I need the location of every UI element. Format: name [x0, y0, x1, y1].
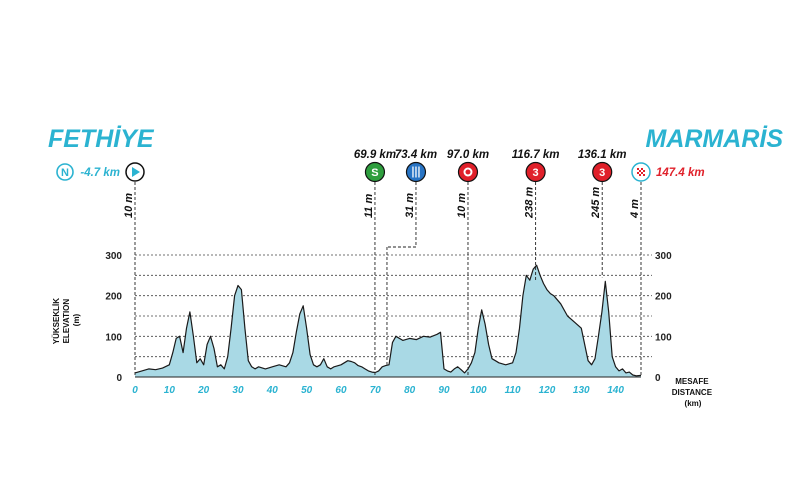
marker-km-label: 116.7 km — [512, 149, 560, 161]
marker-elevation-label: 10 m — [456, 193, 468, 218]
climb-badge — [525, 161, 546, 183]
sprint-badge — [364, 161, 386, 183]
x-tick-label: 90 — [438, 385, 450, 396]
y-axis-title: YÜKSEKLİK ELEVATION (m) — [52, 296, 81, 344]
y-axis-title-line-1: YÜKSEKLİK — [52, 298, 61, 344]
climb-badge — [592, 161, 613, 183]
marker-km-label: 73.4 km — [395, 149, 437, 161]
checkered-flag-icon — [637, 168, 645, 176]
y-tick-label-right: 300 — [655, 251, 672, 262]
x-tick-label: 130 — [573, 385, 590, 396]
x-axis-title-line-2: DISTANCE — [672, 388, 713, 397]
y-tick-label-left: 200 — [105, 292, 122, 303]
y-tick-label-right: 200 — [655, 292, 672, 303]
finish-elevation-label: 4 m — [629, 199, 641, 219]
x-tick-label: 140 — [607, 385, 624, 396]
y-tick-label-right: 100 — [655, 332, 672, 343]
y-tick-label-left: 100 — [105, 332, 122, 343]
y-axis-title-line-2: ELEVATION — [62, 299, 71, 344]
x-tick-label: 80 — [404, 385, 416, 396]
x-tick-label: 20 — [197, 385, 210, 396]
y-tick-label-left: 300 — [105, 251, 122, 262]
elevation-profile — [134, 264, 642, 377]
x-axis-title: MESAFE DISTANCE (km) — [672, 377, 715, 408]
profile-line — [134, 264, 642, 377]
x-tick-label: 100 — [470, 385, 487, 396]
x-tick-label: 50 — [301, 385, 313, 396]
sprint-badge-label: S — [371, 167, 378, 179]
x-tick-label: 0 — [132, 385, 138, 396]
climb-badge-label: 3 — [533, 167, 539, 179]
marker-elevation-label: 238 m — [524, 187, 536, 219]
climb-badge-label: 3 — [599, 167, 605, 179]
x-tick-label: 30 — [232, 385, 244, 396]
play-icon — [132, 167, 140, 177]
marker-elevation-label: 11 m — [363, 194, 375, 218]
finish-km-label: 147.4 km — [656, 167, 705, 179]
y-tick-label-right: 0 — [655, 373, 661, 384]
finish-city: MARMARİS — [646, 125, 784, 153]
x-axis-title-line-1: MESAFE — [675, 377, 709, 386]
x-axis-title-line-3: (km) — [685, 399, 702, 408]
start-km-label: -4.7 km — [80, 167, 120, 179]
marker-km-label: 69.9 km — [354, 149, 396, 161]
y-tick-label-left: 0 — [116, 373, 122, 384]
marker-km-label: 136.1 km — [578, 149, 627, 161]
start-city: FETHİYE — [48, 125, 155, 153]
fork-knife-icon — [412, 166, 420, 178]
x-tick-label: 70 — [370, 385, 382, 396]
x-tick-label: 10 — [164, 385, 176, 396]
x-tick-label: 60 — [335, 385, 347, 396]
marker-elevation-label: 245 m — [590, 187, 602, 219]
neutral-badge — [56, 163, 74, 181]
x-tick-label: 110 — [505, 385, 521, 396]
x-tick-label: 40 — [266, 385, 279, 396]
neutral-badge-label: N — [61, 167, 69, 179]
y-axis-title-line-3: (m) — [72, 313, 81, 326]
marker-elevation-label: 31 m — [404, 193, 416, 218]
bonus-icon-center — [465, 169, 471, 175]
profile-area — [135, 265, 641, 377]
marker-km-label: 97.0 km — [447, 149, 489, 161]
x-tick-label: 120 — [539, 385, 556, 396]
route-markers: -4.7 km N 10 m 147.4 km 4 m S 69.9 km 11 m 73.4 … — [56, 149, 705, 377]
start-elevation-label: 10 m — [123, 193, 135, 218]
